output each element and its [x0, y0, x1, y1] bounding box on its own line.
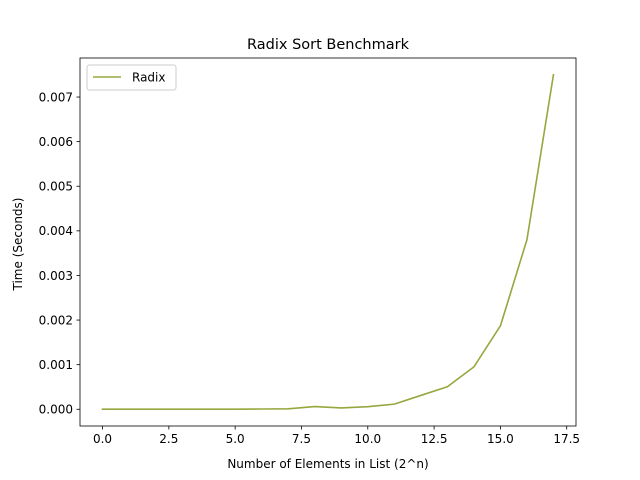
y-tick-label: 0.004	[39, 224, 73, 238]
y-tick-label: 0.002	[39, 313, 73, 327]
legend: Radix	[86, 64, 177, 91]
x-tick-label: 10.0	[354, 432, 381, 446]
series-line-radix	[101, 73, 555, 411]
plot-axes: 0.0 2.5 5.0 7.5 10.0 12.5 15.0 17.5 0.000 0.001 0.…	[39, 57, 580, 446]
legend-label: Radix	[132, 70, 165, 84]
y-tick-label: 0.007	[39, 90, 73, 104]
legend-box	[86, 64, 177, 91]
x-tick-label: 17.5	[553, 432, 580, 446]
y-tick-label: 0.003	[39, 269, 73, 283]
y-axis-label: Time (Seconds)	[11, 198, 25, 292]
x-tick-label: 2.5	[159, 432, 178, 446]
y-tick-label: 0.005	[39, 180, 73, 194]
x-tick-label: 15.0	[487, 432, 514, 446]
y-tick-label: 0.006	[39, 135, 73, 149]
x-axis-label: Number of Elements in List (2^n)	[227, 457, 428, 471]
x-tick-label: 0.0	[93, 432, 112, 446]
plot-frame	[79, 57, 577, 427]
y-tick-label: 0.000	[39, 403, 73, 417]
y-tick-label: 0.001	[39, 358, 73, 372]
x-tick-label: 5.0	[226, 432, 245, 446]
x-tick-label: 7.5	[292, 432, 311, 446]
x-tick-label: 12.5	[421, 432, 448, 446]
chart-title: Radix Sort Benchmark	[247, 37, 410, 53]
